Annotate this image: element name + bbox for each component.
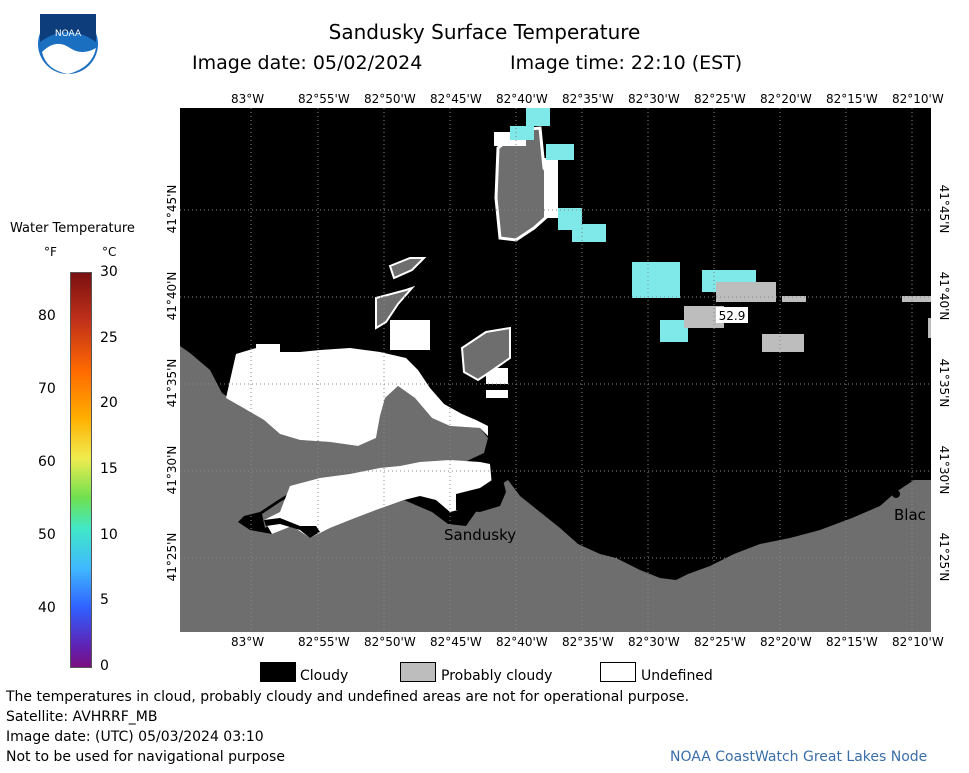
page-title: Sandusky Surface Temperature — [328, 20, 641, 44]
lon-tick-label: 82°35'W — [562, 635, 614, 649]
water-patch-6 — [632, 262, 680, 298]
svg-text:NOAA: NOAA — [55, 29, 82, 39]
lon-tick-label: 82°20'W — [760, 635, 812, 649]
small-island — [388, 257, 427, 280]
city-dot — [892, 490, 900, 498]
image-time: Image time: 22:10 (EST) — [510, 52, 743, 74]
map: 52.9 Sandusky Blac — [180, 108, 931, 632]
marblehead-island — [375, 285, 416, 330]
lon-tick-label: 82°20'W — [760, 92, 812, 106]
lat-tick-label: 41°25'N — [165, 532, 179, 582]
lon-tick-label: 82°40'W — [496, 635, 548, 649]
footer-credit[interactable]: NOAA CoastWatch Great Lakes Node — [670, 749, 928, 765]
undefined-island-1 — [390, 320, 430, 350]
value-label-box — [716, 307, 748, 323]
probably-cloudy-2 — [684, 306, 724, 328]
cloudy-bay-patch — [456, 476, 506, 512]
colorbar-c-tick: 15 — [100, 461, 118, 477]
lon-tick-label: 82°50'W — [364, 635, 416, 649]
colorbar-title: Water Temperature — [10, 221, 135, 236]
water-patch-8 — [660, 320, 688, 342]
colorbar-f-tick: 40 — [38, 599, 56, 616]
colorbar-unit-c: °C — [102, 245, 117, 259]
colorbar-f-tick: 50 — [38, 526, 56, 543]
colorbar-c-tick: 10 — [100, 526, 118, 543]
lon-tick-label: 82°25'W — [694, 635, 746, 649]
footer-navigation-warning: Not to be used for navigational purpose — [6, 749, 285, 765]
probably-cloudy-6 — [928, 318, 931, 338]
lon-tick-label: 82°45'W — [430, 92, 482, 106]
colorbar — [70, 272, 92, 668]
lat-tick-label: 41°30'N — [937, 445, 951, 495]
water-patch-1 — [510, 126, 534, 140]
lon-tick-label: 82°30'W — [628, 635, 680, 649]
water-patch-5 — [572, 224, 606, 242]
lon-tick-label: 82°15'W — [826, 635, 878, 649]
legend-cloudy-label: Cloudy — [300, 668, 349, 684]
lon-tick-label: 82°15'W — [826, 92, 878, 106]
lon-tick-label: 82°25'W — [694, 92, 746, 106]
lon-tick-label: 83°W — [231, 92, 265, 106]
lon-tick-label: 82°10'W — [892, 635, 944, 649]
lon-tick-label: 82°30'W — [628, 92, 680, 106]
lat-tick-label: 41°25'N — [937, 532, 951, 582]
lat-tick-label: 41°45'N — [937, 184, 951, 234]
lon-tick-label: 82°55'W — [298, 635, 350, 649]
lat-tick-label: 41°45'N — [165, 184, 179, 234]
place-blac: Blac — [894, 506, 926, 524]
legend-probably-cloudy-label: Probably cloudy — [441, 668, 553, 684]
legend-cloudy-swatch — [260, 662, 296, 682]
legend-probably-cloudy-swatch — [400, 662, 436, 682]
lon-tick-label: 82°55'W — [298, 92, 350, 106]
probably-cloudy-5 — [902, 296, 931, 302]
noaa-logo: NOAA — [38, 14, 98, 74]
colorbar-c-tick: 30 — [100, 264, 118, 280]
legend-undefined-label: Undefined — [641, 668, 713, 684]
undefined-island-3 — [486, 390, 508, 398]
lon-tick-label: 82°50'W — [364, 92, 416, 106]
image-date: Image date: 05/02/2024 — [192, 52, 423, 74]
probably-cloudy-3 — [762, 334, 804, 352]
footer-satellite: Satellite: AVHRRF_MB — [6, 709, 158, 725]
colorbar-f-tick: 80 — [38, 307, 56, 324]
colorbar-c-tick: 20 — [100, 395, 118, 412]
lon-tick-label: 82°10'W — [892, 92, 944, 106]
footer-image-date: Image date: (UTC) 05/03/2024 03:10 — [6, 729, 264, 745]
lat-tick-label: 41°30'N — [165, 445, 179, 495]
place-sandusky: Sandusky — [444, 526, 516, 544]
undefined-bay-area — [264, 460, 492, 538]
land-south-shore — [180, 346, 931, 632]
value-label: 52.9 — [719, 309, 746, 323]
colorbar-c-tick: 25 — [100, 329, 118, 346]
lon-tick-label: 83°W — [231, 635, 265, 649]
legend-undefined-swatch — [600, 662, 636, 682]
water-patch-3 — [546, 144, 574, 160]
kelleys-island — [460, 326, 511, 382]
lon-tick-label: 82°45'W — [430, 635, 482, 649]
footer-disclaimer: The temperatures in cloud, probably clou… — [6, 689, 690, 705]
colorbar-c-tick: 0 — [100, 658, 109, 674]
probably-cloudy-4 — [782, 296, 806, 302]
colorbar-unit-f: °F — [44, 245, 57, 259]
undefined-north-2 — [544, 158, 558, 218]
cloudy-west-patch — [264, 518, 320, 538]
undefined-marsh-area — [226, 344, 488, 446]
lon-tick-label: 82°35'W — [562, 92, 614, 106]
lat-tick-label: 41°35'N — [937, 358, 951, 408]
lat-tick-label: 41°35'N — [165, 358, 179, 408]
lon-tick-label: 82°40'W — [496, 92, 548, 106]
lat-tick-label: 41°40'N — [165, 271, 179, 321]
colorbar-f-tick: 60 — [38, 453, 56, 470]
lat-tick-label: 41°40'N — [937, 271, 951, 321]
colorbar-c-tick: 5 — [100, 592, 109, 609]
probably-cloudy-1 — [716, 282, 776, 302]
water-patch-2 — [526, 108, 550, 126]
colorbar-f-tick: 70 — [38, 380, 56, 397]
